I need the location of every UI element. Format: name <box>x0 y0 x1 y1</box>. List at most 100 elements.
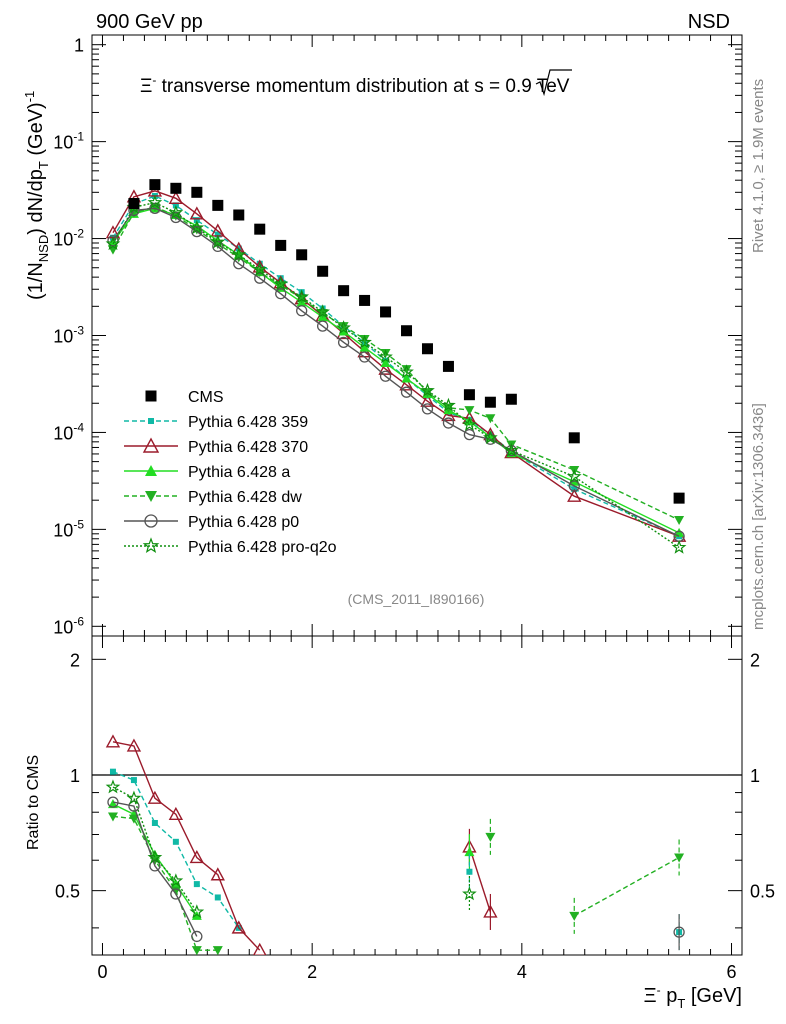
series-line <box>112 207 680 534</box>
analysis-tag: (CMS_2011_I890166) <box>348 591 485 607</box>
y-tick-label: 10-4 <box>53 420 84 443</box>
legend-label: Pythia 6.428 dw <box>188 489 302 506</box>
data-marker <box>337 336 350 348</box>
series-pythia-6-428-370 <box>105 183 687 542</box>
data-marker <box>674 515 685 525</box>
data-marker <box>145 491 157 502</box>
data-marker <box>147 194 163 209</box>
data-marker <box>401 373 412 383</box>
legend-item: Pythia 6.428 370 <box>124 437 308 456</box>
data-marker <box>191 930 203 943</box>
data-marker <box>214 894 221 901</box>
data-marker <box>275 281 286 291</box>
y-tick-label: 10-2 <box>53 227 84 250</box>
ratio-line <box>112 786 198 913</box>
legend: CMS Pythia 6.428 359 Pythia 6.428 370 Pythi… <box>124 389 337 556</box>
series-line <box>112 207 680 537</box>
data-marker <box>212 199 224 211</box>
data-marker <box>317 265 329 277</box>
data-marker <box>193 881 200 888</box>
data-marker <box>168 806 184 821</box>
data-marker <box>210 867 225 881</box>
data-marker <box>253 942 267 955</box>
data-marker <box>441 407 456 422</box>
ratio-fragment <box>462 876 477 913</box>
data-marker <box>338 285 350 297</box>
data-marker <box>671 539 687 554</box>
data-marker <box>233 258 245 270</box>
data-marker <box>170 886 181 896</box>
data-marker <box>462 886 477 901</box>
data-marker <box>210 234 226 249</box>
sqrt-sign <box>535 69 572 97</box>
legend-label: Pythia 6.428 370 <box>188 439 308 456</box>
ratio-series-pythia-6-428-359 <box>109 768 242 931</box>
ratio-tick-label-right: 2 <box>750 650 760 670</box>
data-marker <box>674 853 685 863</box>
data-marker <box>484 433 497 445</box>
x-axis-label: Ξ- pT [GeV] <box>644 983 742 1011</box>
data-marker <box>172 838 179 845</box>
data-marker <box>145 465 157 476</box>
data-marker <box>378 349 393 364</box>
data-marker <box>231 247 247 262</box>
data-marker <box>149 202 161 214</box>
data-marker <box>442 360 454 372</box>
data-marker <box>464 406 475 416</box>
series-line <box>112 195 680 537</box>
data-marker <box>144 514 158 528</box>
data-marker <box>128 814 139 824</box>
y-tick-label: 10-3 <box>53 324 84 347</box>
data-marker <box>254 223 266 235</box>
data-marker <box>568 432 580 444</box>
ratio-tick-label-left: 0.5 <box>55 882 80 902</box>
data-marker <box>168 204 184 219</box>
data-marker <box>145 390 157 402</box>
ratio-fragment <box>466 853 473 890</box>
ratio-series-pythia-6-428-370 <box>105 734 267 955</box>
ratio-tick-label-right: 0.5 <box>750 882 775 902</box>
data-marker <box>128 198 140 210</box>
data-marker <box>252 261 268 276</box>
data-marker <box>189 220 205 235</box>
x-tick-label: 4 <box>517 962 527 982</box>
data-marker <box>191 186 203 198</box>
ratio-series-pythia-6-428-p0 <box>107 796 203 943</box>
data-marker <box>505 393 517 405</box>
series-line <box>112 201 680 549</box>
data-marker <box>359 335 370 345</box>
data-marker <box>378 361 393 375</box>
data-marker <box>359 294 371 306</box>
data-marker <box>463 428 476 441</box>
data-marker <box>107 796 119 808</box>
data-marker <box>673 926 685 938</box>
data-marker <box>193 217 200 224</box>
series-line <box>112 190 680 537</box>
data-marker <box>294 289 310 304</box>
data-marker <box>126 790 142 805</box>
ratio-fragment <box>673 914 685 951</box>
data-marker <box>400 386 413 398</box>
data-marker <box>462 417 477 431</box>
data-marker <box>317 309 328 319</box>
data-marker <box>379 370 392 382</box>
legend-item: Pythia 6.428 dw <box>124 489 302 506</box>
legend-label: Pythia 6.428 p0 <box>188 514 299 531</box>
data-marker <box>421 403 434 415</box>
ratio-series-pythia-6-428-dw <box>107 812 223 955</box>
data-marker <box>568 480 580 492</box>
ratio-tick-label-left: 2 <box>70 650 80 670</box>
data-marker <box>567 488 582 502</box>
ratio-tick-label-right: 1 <box>750 766 760 786</box>
data-marker <box>170 211 182 224</box>
series-pythia-6-428-359 <box>109 192 683 540</box>
data-marker <box>504 442 519 457</box>
ratio-fragment-line <box>468 846 492 913</box>
axes-layer: 0 2 4 6 10-6 10-5 10-4 10-3 10-2 10-1 1 0.5 0.5 1 1 2 2 <box>53 35 775 982</box>
legend-label: Pythia 6.428 pro-q2o <box>188 539 337 556</box>
data-marker <box>464 847 475 857</box>
ratio-line <box>112 741 261 951</box>
data-marker <box>399 364 414 379</box>
data-marker <box>107 237 118 247</box>
ratio-fragment <box>569 839 685 934</box>
